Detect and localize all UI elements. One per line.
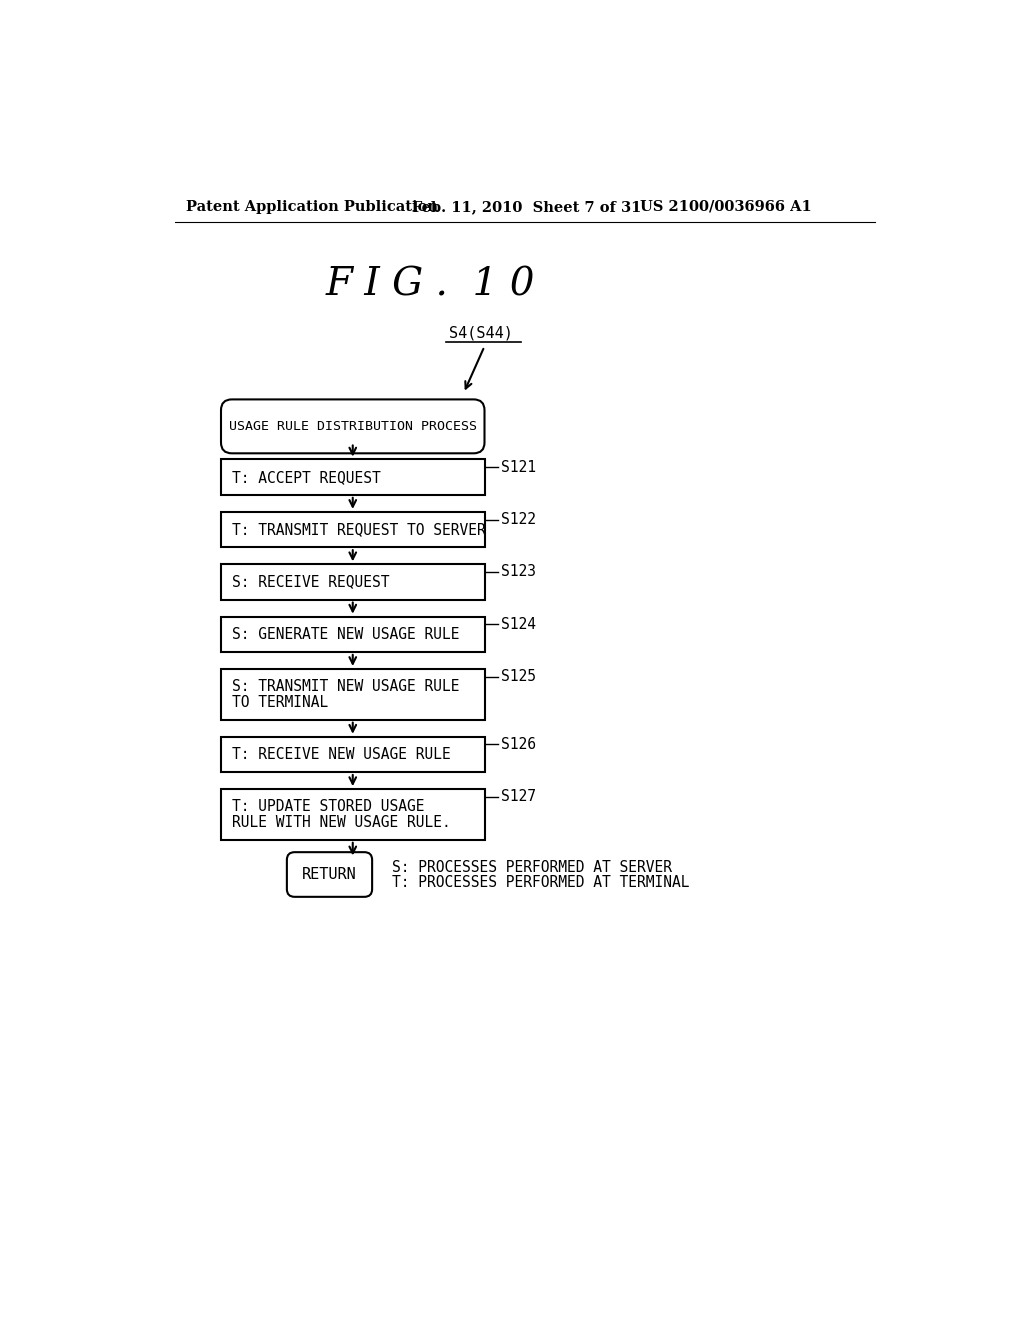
- FancyBboxPatch shape: [287, 853, 372, 896]
- Text: T: PROCESSES PERFORMED AT TERMINAL: T: PROCESSES PERFORMED AT TERMINAL: [391, 875, 689, 891]
- Text: S122: S122: [501, 512, 536, 527]
- Text: Patent Application Publication: Patent Application Publication: [186, 199, 438, 214]
- Text: Feb. 11, 2010  Sheet 7 of 31: Feb. 11, 2010 Sheet 7 of 31: [413, 199, 642, 214]
- Bar: [221, 737, 484, 772]
- Text: S125: S125: [501, 669, 536, 684]
- Text: S127: S127: [501, 789, 536, 804]
- Bar: [221, 459, 484, 495]
- Text: TO TERMINAL: TO TERMINAL: [231, 694, 328, 710]
- Bar: [221, 512, 484, 548]
- Text: RETURN: RETURN: [302, 867, 357, 882]
- Text: S126: S126: [501, 737, 536, 752]
- Text: USAGE RULE DISTRIBUTION PROCESS: USAGE RULE DISTRIBUTION PROCESS: [228, 420, 477, 433]
- Text: S: PROCESSES PERFORMED AT SERVER: S: PROCESSES PERFORMED AT SERVER: [391, 861, 672, 875]
- Text: T: TRANSMIT REQUEST TO SERVER: T: TRANSMIT REQUEST TO SERVER: [231, 521, 485, 537]
- Text: US 2100/0036966 A1: US 2100/0036966 A1: [640, 199, 811, 214]
- Text: T: ACCEPT REQUEST: T: ACCEPT REQUEST: [231, 470, 381, 484]
- Text: S: GENERATE NEW USAGE RULE: S: GENERATE NEW USAGE RULE: [231, 627, 460, 642]
- Text: S: TRANSMIT NEW USAGE RULE: S: TRANSMIT NEW USAGE RULE: [231, 678, 460, 694]
- Text: T: UPDATE STORED USAGE: T: UPDATE STORED USAGE: [231, 799, 424, 814]
- Text: S4(S44): S4(S44): [449, 325, 513, 341]
- Text: S123: S123: [501, 565, 536, 579]
- Text: S: RECEIVE REQUEST: S: RECEIVE REQUEST: [231, 574, 389, 590]
- Text: F I G .  1 0: F I G . 1 0: [326, 267, 535, 304]
- Bar: [221, 564, 484, 599]
- Bar: [221, 789, 484, 840]
- Bar: [221, 616, 484, 652]
- Text: S121: S121: [501, 459, 536, 475]
- Text: S124: S124: [501, 616, 536, 632]
- Text: RULE WITH NEW USAGE RULE.: RULE WITH NEW USAGE RULE.: [231, 814, 451, 830]
- FancyBboxPatch shape: [221, 400, 484, 453]
- Text: T: RECEIVE NEW USAGE RULE: T: RECEIVE NEW USAGE RULE: [231, 747, 451, 762]
- Bar: [221, 669, 484, 719]
